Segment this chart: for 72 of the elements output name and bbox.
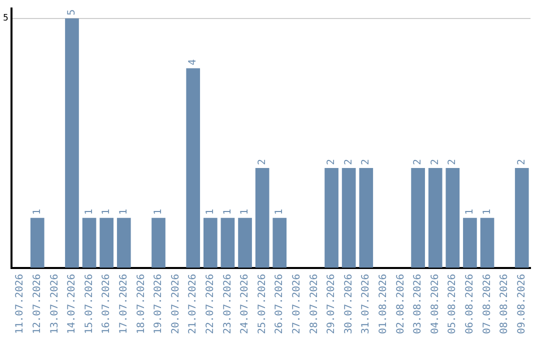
x-tick-label: 03.08.2026 bbox=[412, 274, 424, 334]
data-label: 1 bbox=[32, 208, 43, 215]
data-label: 2 bbox=[412, 158, 424, 166]
data-label: 2 bbox=[447, 158, 458, 166]
data-label: 1 bbox=[153, 208, 164, 215]
x-tick-label: 04.08.2026 bbox=[430, 274, 441, 334]
bar bbox=[100, 218, 114, 268]
data-label: 1 bbox=[482, 208, 493, 215]
data-label: 2 bbox=[360, 158, 372, 166]
bar bbox=[342, 168, 356, 268]
bar bbox=[272, 218, 287, 268]
x-tick-label: 09.08.2026 bbox=[516, 274, 528, 334]
data-label: 2 bbox=[256, 158, 268, 166]
data-label: 1 bbox=[464, 208, 476, 215]
bar bbox=[446, 168, 460, 268]
x-tick-label: 30.07.2026 bbox=[343, 274, 354, 334]
data-label: 5 bbox=[66, 9, 78, 16]
x-tick-label: 05.08.2026 bbox=[447, 274, 458, 334]
x-tick-label: 13.07.2026 bbox=[49, 274, 60, 334]
data-label: 4 bbox=[188, 59, 199, 66]
bar bbox=[30, 218, 44, 268]
x-tick-label: 28.07.2026 bbox=[308, 274, 320, 334]
x-tick-label: 29.07.2026 bbox=[326, 274, 338, 334]
x-tick-label: 14.07.2026 bbox=[66, 274, 78, 334]
data-label: 1 bbox=[240, 208, 251, 215]
data-label: 2 bbox=[343, 158, 354, 166]
data-label: 1 bbox=[101, 208, 112, 215]
bar bbox=[220, 218, 235, 268]
x-tick-label: 11.07.2026 bbox=[14, 274, 26, 334]
bar bbox=[255, 168, 270, 268]
x-tick-label: 06.08.2026 bbox=[464, 274, 476, 334]
x-tick-label: 24.07.2026 bbox=[240, 274, 251, 334]
x-tick-label: 02.08.2026 bbox=[395, 274, 406, 334]
bar bbox=[152, 218, 166, 268]
x-tick-label: 08.08.2026 bbox=[499, 274, 510, 334]
x-tick-label: 26.07.2026 bbox=[274, 274, 286, 334]
x-tick-label: 18.07.2026 bbox=[136, 274, 147, 334]
x-tick-label: 01.08.2026 bbox=[378, 274, 390, 334]
data-label: 1 bbox=[84, 208, 95, 215]
data-label: 1 bbox=[274, 208, 286, 215]
x-tick-label: 12.07.2026 bbox=[32, 274, 43, 334]
bar bbox=[359, 168, 374, 268]
data-label: 2 bbox=[430, 158, 441, 166]
bar bbox=[82, 218, 96, 268]
x-tick-label: 31.07.2026 bbox=[360, 274, 372, 334]
x-tick-label: 23.07.2026 bbox=[222, 274, 234, 334]
data-label: 1 bbox=[118, 208, 130, 215]
bar bbox=[186, 68, 200, 268]
x-tick-label: 17.07.2026 bbox=[118, 274, 130, 334]
bar bbox=[116, 218, 131, 268]
x-tick-label: 16.07.2026 bbox=[101, 274, 112, 334]
bar bbox=[514, 168, 529, 268]
data-label: 2 bbox=[516, 158, 528, 166]
bar bbox=[238, 218, 252, 268]
bar bbox=[480, 218, 494, 268]
data-label: 2 bbox=[326, 158, 338, 166]
bar bbox=[411, 168, 425, 268]
x-tick-label: 07.08.2026 bbox=[482, 274, 493, 334]
x-tick-label: 22.07.2026 bbox=[205, 274, 216, 334]
x-tick-label: 27.07.2026 bbox=[292, 274, 303, 334]
x-tick-label: 21.07.2026 bbox=[188, 274, 199, 334]
bar bbox=[463, 218, 477, 268]
x-tick-label: 19.07.2026 bbox=[153, 274, 164, 334]
data-label: 1 bbox=[205, 208, 216, 215]
bar bbox=[428, 168, 442, 268]
x-tick-label: 15.07.2026 bbox=[84, 274, 95, 334]
bar bbox=[203, 218, 218, 268]
x-tick-label: 25.07.2026 bbox=[256, 274, 268, 334]
bar bbox=[65, 18, 79, 268]
bar bbox=[324, 168, 338, 268]
x-tick-label: 20.07.2026 bbox=[170, 274, 182, 334]
data-label: 1 bbox=[222, 208, 234, 215]
